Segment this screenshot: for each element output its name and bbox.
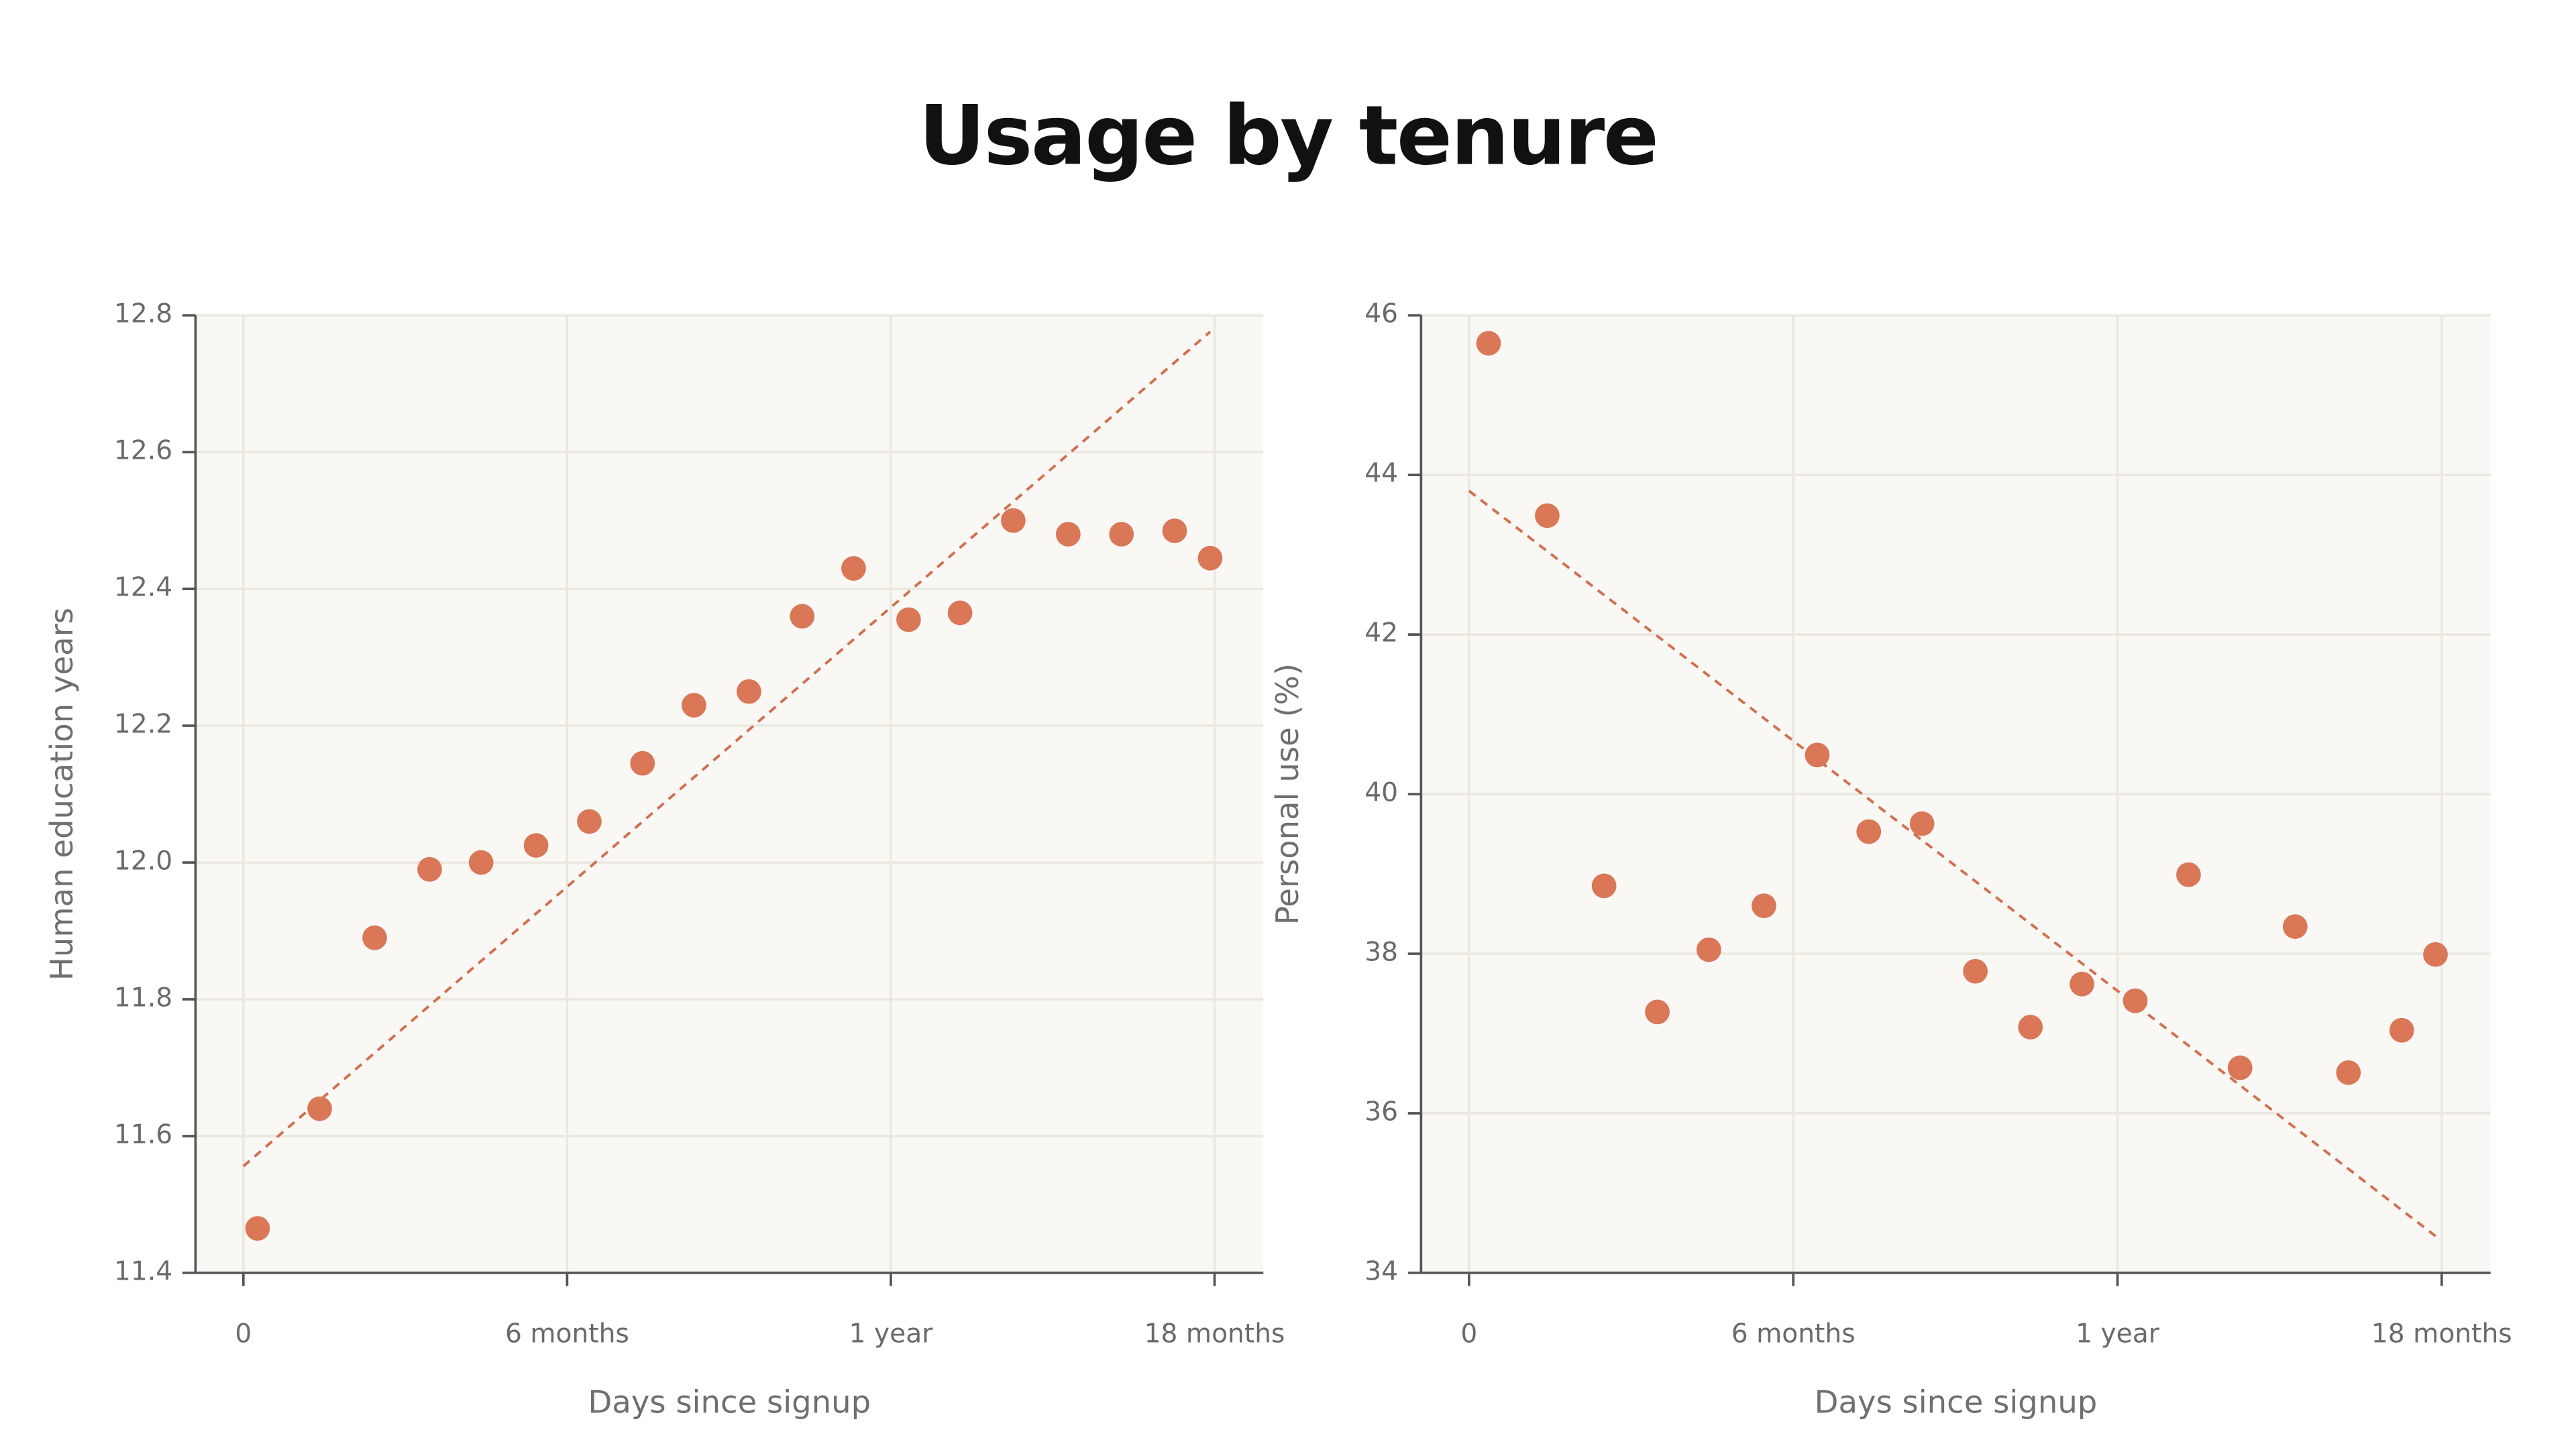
plot-area bbox=[195, 315, 1264, 1273]
y-axis-title: Human education years bbox=[44, 608, 80, 981]
y-tick-label: 12.2 bbox=[114, 710, 172, 740]
x-axis-title: Days since signup bbox=[1815, 1384, 2098, 1420]
data-point bbox=[1805, 742, 1830, 768]
data-point bbox=[2389, 1017, 2414, 1043]
y-tick-label: 46 bbox=[1364, 299, 1398, 329]
trend-line bbox=[242, 331, 1212, 1168]
data-point bbox=[2018, 1015, 2043, 1040]
y-tick-label: 36 bbox=[1364, 1097, 1398, 1127]
data-point bbox=[1963, 958, 1988, 984]
y-tick-label: 11.4 bbox=[114, 1256, 172, 1286]
data-point bbox=[523, 833, 549, 858]
data-point bbox=[1476, 331, 1501, 356]
data-point bbox=[1535, 503, 1560, 528]
data-point bbox=[1056, 522, 1081, 547]
x-tick-label: 6 months bbox=[1731, 1319, 1856, 1349]
data-point bbox=[245, 1216, 270, 1241]
data-point bbox=[1697, 937, 1721, 962]
y-tick-label: 34 bbox=[1364, 1256, 1398, 1286]
data-point bbox=[896, 607, 921, 632]
data-point bbox=[2336, 1060, 2361, 1085]
data-point bbox=[1645, 999, 1670, 1025]
y-tick-label: 11.8 bbox=[114, 983, 172, 1013]
data-point bbox=[1591, 873, 1617, 899]
data-point bbox=[1909, 811, 1935, 836]
data-point bbox=[2123, 988, 2148, 1013]
y-tick-label: 44 bbox=[1364, 459, 1398, 489]
data-point bbox=[1856, 819, 1882, 844]
y-tick-label: 12.6 bbox=[114, 436, 172, 466]
x-tick-label: 1 year bbox=[2076, 1319, 2160, 1349]
x-tick-label: 0 bbox=[235, 1319, 252, 1349]
data-point bbox=[577, 809, 602, 834]
y-tick-label: 12.8 bbox=[114, 299, 172, 329]
data-point bbox=[1001, 508, 1026, 533]
y-tick-label: 40 bbox=[1364, 778, 1398, 808]
data-point bbox=[2227, 1055, 2253, 1080]
data-point bbox=[630, 750, 655, 776]
data-point bbox=[737, 679, 761, 704]
data-point bbox=[2176, 862, 2201, 887]
y-tick-label: 12.4 bbox=[114, 573, 172, 603]
x-tick-label: 1 year bbox=[849, 1319, 934, 1349]
data-point bbox=[417, 856, 442, 882]
data-point bbox=[2282, 914, 2308, 939]
data-point bbox=[682, 693, 706, 718]
data-point bbox=[1162, 518, 1187, 543]
data-point bbox=[468, 850, 494, 875]
y-axis-title: Personal use (%) bbox=[1269, 663, 1305, 925]
x-axis-title: Days since signup bbox=[588, 1384, 871, 1420]
trend-line bbox=[1468, 490, 2442, 1241]
x-tick-label: 18 months bbox=[2371, 1319, 2512, 1349]
y-tick-label: 42 bbox=[1364, 618, 1398, 649]
y-tick-label: 12.0 bbox=[114, 846, 172, 877]
data-point bbox=[307, 1096, 332, 1121]
data-point bbox=[1197, 545, 1223, 571]
data-point bbox=[841, 556, 866, 581]
x-tick-label: 6 months bbox=[505, 1319, 629, 1349]
data-point bbox=[947, 600, 973, 626]
y-tick-label: 11.6 bbox=[114, 1119, 172, 1150]
y-tick-label: 38 bbox=[1364, 938, 1398, 968]
data-point bbox=[2423, 942, 2448, 967]
data-point bbox=[2070, 971, 2094, 997]
data-point bbox=[362, 925, 387, 950]
data-point bbox=[1752, 893, 1776, 919]
page-title: Usage by tenure bbox=[919, 87, 1658, 183]
x-tick-label: 18 months bbox=[1144, 1319, 1285, 1349]
data-point bbox=[1109, 522, 1134, 547]
x-tick-label: 0 bbox=[1460, 1319, 1477, 1349]
data-point bbox=[790, 604, 815, 629]
